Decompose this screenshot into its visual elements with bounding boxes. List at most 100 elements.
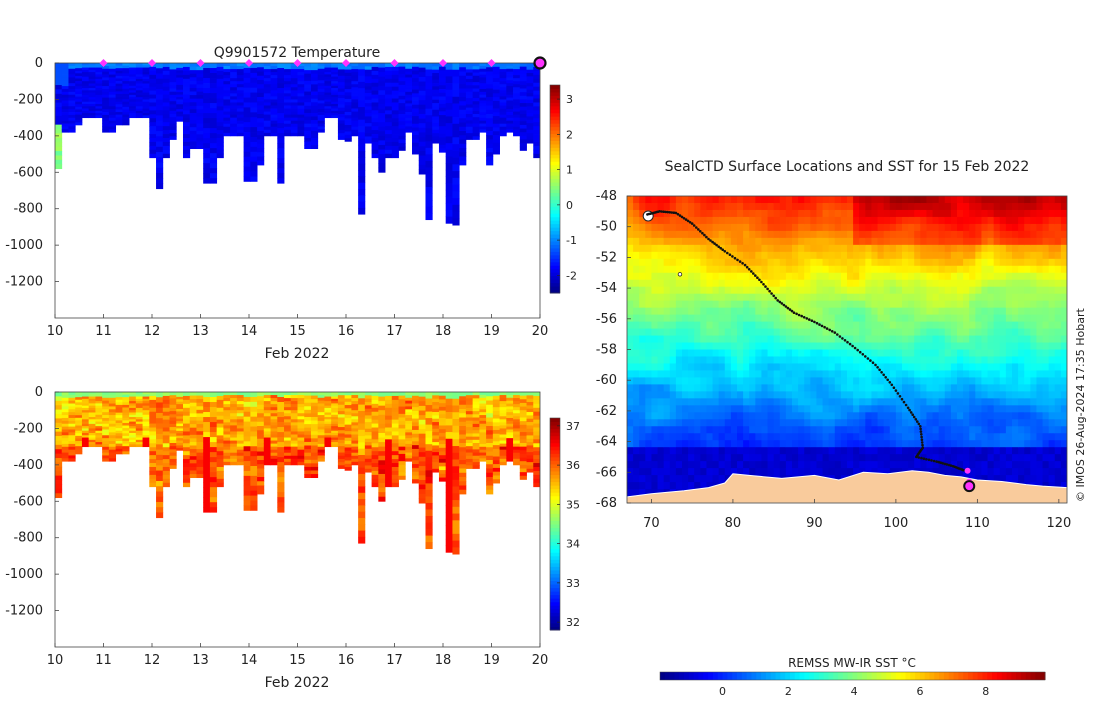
temperature-cell xyxy=(412,131,419,135)
temperature-cell xyxy=(419,68,426,73)
sst-cell xyxy=(713,475,720,483)
temperature-cell xyxy=(324,70,331,73)
temperature-cell xyxy=(452,131,459,138)
salinity-cell xyxy=(324,435,331,438)
salinity-cell xyxy=(432,452,439,456)
sst-cell xyxy=(792,231,799,239)
temperature-cell xyxy=(304,120,311,124)
temperature-cell xyxy=(425,63,432,70)
salinity-cell xyxy=(68,412,75,415)
temperature-cell xyxy=(405,100,412,103)
salinity-cell xyxy=(190,417,197,421)
sst-cell xyxy=(713,210,720,218)
sst-cell xyxy=(798,231,805,239)
temperature-cell xyxy=(156,147,163,153)
salinity-cell xyxy=(122,441,129,444)
salinity-cell xyxy=(479,458,486,461)
sst-cell xyxy=(780,454,787,462)
salinity-cell xyxy=(500,392,507,395)
sst-cell xyxy=(755,370,762,378)
salinity-cell xyxy=(143,397,150,400)
colorbar-segment xyxy=(550,471,560,475)
temperature-cell xyxy=(513,127,520,130)
salinity-cell xyxy=(419,424,426,429)
sst-cell xyxy=(670,398,677,406)
temperature-cell xyxy=(446,150,453,157)
temperature-cell xyxy=(304,77,311,81)
x-tick-label: 19 xyxy=(483,324,500,339)
salinity-cell xyxy=(439,455,446,459)
sst-cell xyxy=(761,245,768,253)
temperature-cell xyxy=(116,115,123,118)
temperature-cell xyxy=(452,97,459,104)
salinity-cell xyxy=(190,474,197,478)
temperature-cell xyxy=(446,136,453,143)
salinity-cell xyxy=(190,413,197,417)
temperature-cell xyxy=(122,94,129,97)
sst-cell xyxy=(633,308,640,316)
salinity-cell xyxy=(527,419,534,423)
temperature-cell xyxy=(338,66,345,70)
temperature-cell xyxy=(479,83,486,86)
salinity-cell xyxy=(217,400,224,404)
sst-cell xyxy=(694,259,701,267)
sst-cell xyxy=(792,273,799,281)
sst-cell xyxy=(688,482,695,490)
salinity-cell xyxy=(68,435,75,438)
temperature-cell xyxy=(264,99,271,102)
salinity-cell xyxy=(506,409,513,412)
salinity-cell xyxy=(500,431,507,434)
temperature-cell xyxy=(210,138,217,143)
temperature-cell xyxy=(324,97,331,100)
salinity-cell xyxy=(298,413,305,416)
sst-cell xyxy=(725,238,732,246)
salinity-cell xyxy=(203,442,210,447)
temperature-cell xyxy=(156,105,163,111)
salinity-cell xyxy=(156,492,163,498)
temperature-cell xyxy=(432,83,439,87)
temperature-cell xyxy=(338,104,345,108)
temperature-cell xyxy=(378,90,385,95)
salinity-cell xyxy=(203,437,210,442)
temperature-cell xyxy=(513,75,520,78)
temperature-cell xyxy=(358,126,365,133)
sst-cell xyxy=(719,447,726,455)
salinity-cell xyxy=(284,438,291,441)
sst-cell xyxy=(645,377,652,385)
temperature-cell xyxy=(75,117,82,120)
temperature-cell xyxy=(55,63,62,68)
temperature-cell xyxy=(533,71,540,75)
sst-cell xyxy=(761,405,768,413)
salinity-cell xyxy=(513,441,520,444)
salinity-cell xyxy=(412,464,419,468)
salinity-cell xyxy=(479,444,486,447)
sst-cell xyxy=(706,245,713,253)
sst-cell xyxy=(798,301,805,309)
salinity-cell xyxy=(170,462,177,466)
sst-cell xyxy=(670,245,677,253)
sst-cell xyxy=(670,426,677,434)
temperature-cell xyxy=(520,140,527,144)
sst-cell xyxy=(755,315,762,323)
salinity-cell xyxy=(176,392,183,395)
temperature-cell xyxy=(486,148,493,153)
sst-cell xyxy=(798,294,805,302)
temperature-cell xyxy=(479,77,486,80)
salinity-cell xyxy=(405,450,412,453)
sst-cell xyxy=(658,203,665,211)
temperature-cell xyxy=(304,67,311,71)
temperature-cell xyxy=(176,63,183,66)
temperature-cell xyxy=(210,68,217,73)
temperature-cell xyxy=(486,110,493,115)
sst-cell xyxy=(658,196,665,204)
salinity-cell xyxy=(183,392,190,396)
salinity-cell xyxy=(304,463,311,467)
sst-cell xyxy=(749,412,756,420)
temperature-cell xyxy=(82,77,89,80)
temperature-cell xyxy=(399,140,406,144)
colorbar-segment xyxy=(550,605,560,609)
salinity-cell xyxy=(143,444,150,447)
salinity-cell xyxy=(493,411,500,415)
sst-cell xyxy=(768,224,775,232)
